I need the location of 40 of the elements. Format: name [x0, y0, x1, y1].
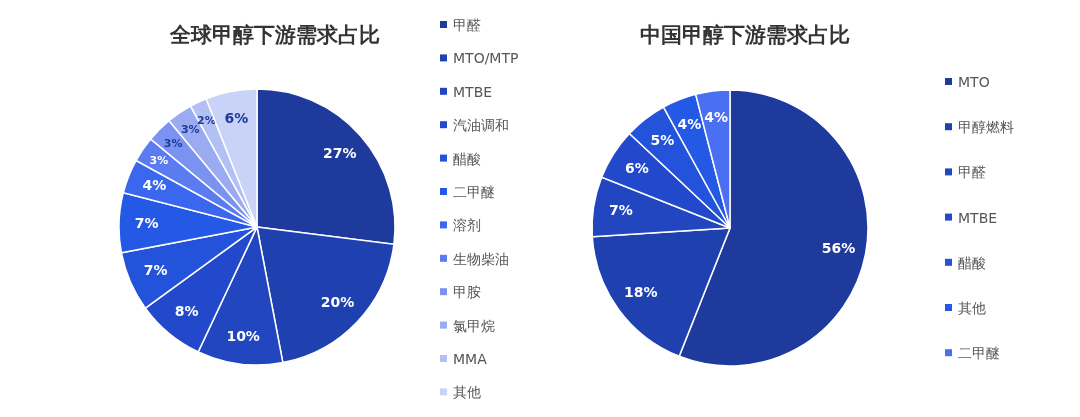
data-label: 4% — [704, 109, 729, 126]
legend-label: MMA — [453, 351, 488, 367]
data-label: 6% — [624, 159, 649, 176]
data-label: 4% — [677, 116, 702, 133]
legend-label: 生物柴油 — [453, 250, 509, 267]
legend-label: 其他 — [453, 384, 481, 401]
data-label: 3% — [163, 137, 183, 151]
data-label: 7% — [143, 261, 168, 278]
data-label: 56% — [821, 239, 856, 256]
data-label: 20% — [320, 293, 355, 310]
data-label: 7% — [134, 214, 159, 231]
legend-label: MTBE — [453, 83, 493, 100]
legend-label: 醋酸 — [958, 254, 986, 271]
legend-label: 二甲醚 — [958, 345, 1000, 362]
legend-label: 甲醛 — [958, 164, 986, 181]
legend-label: MTO/MTP — [453, 50, 519, 67]
legend-label: 甲醇燃料 — [958, 119, 1014, 136]
data-label: 8% — [174, 303, 199, 320]
data-label: 4% — [142, 177, 167, 194]
data-label: 2% — [197, 113, 216, 127]
chart-title: 中国甲醇下游需求占比 — [640, 23, 850, 47]
legend-label: 汽油调和 — [453, 117, 509, 134]
data-label: 7% — [609, 201, 633, 218]
legend-label: 甲胺 — [453, 284, 481, 301]
legend-label: 溶剂 — [453, 217, 481, 234]
legend-label: MTO — [958, 74, 990, 90]
data-label: 6% — [224, 109, 249, 126]
data-label: 5% — [650, 131, 675, 148]
data-label: 18% — [623, 283, 658, 300]
data-label: 3% — [180, 122, 200, 136]
legend-label: 甲醛 — [453, 17, 481, 33]
chart-title: 全球甲醇下游需求占比 — [169, 23, 380, 47]
legend-label: 二甲醚 — [453, 184, 495, 200]
legend-label: 醋酸 — [453, 150, 481, 167]
data-label: 10% — [226, 327, 260, 344]
data-label: 3% — [149, 154, 169, 168]
legend-label: 氯甲烷 — [453, 317, 495, 334]
legend-label: MTBE — [958, 209, 998, 226]
legend-label: 其他 — [958, 300, 986, 316]
data-label: 27% — [323, 144, 357, 161]
